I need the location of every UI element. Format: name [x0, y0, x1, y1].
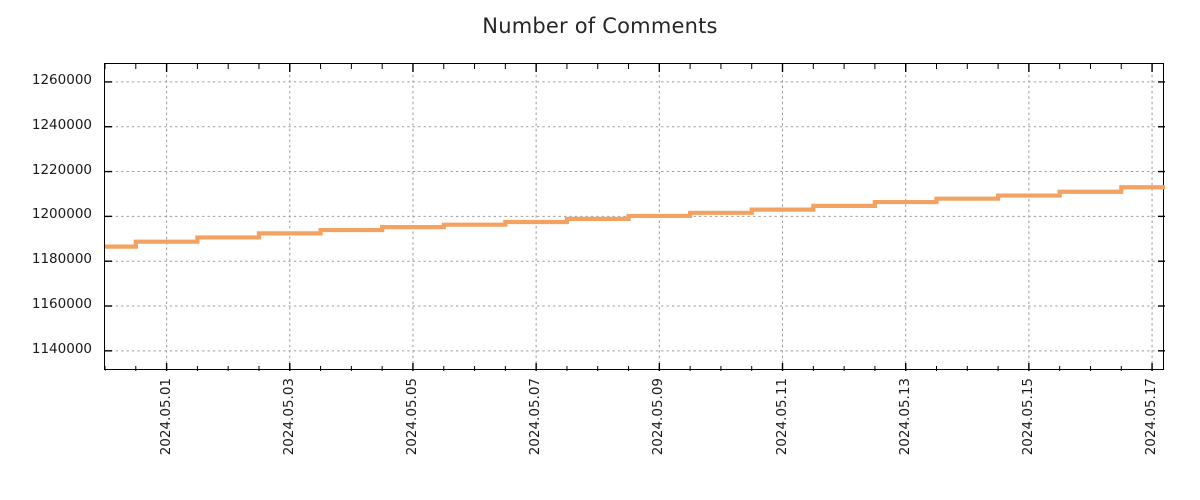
x-axis-tick-label: 2024.05.01 [157, 378, 174, 456]
x-axis-tick-label: 2024.05.07 [527, 378, 544, 456]
x-axis-tick-label: 2024.05.17 [1143, 378, 1160, 456]
x-gridlines [166, 64, 1153, 371]
x-axis-tick-label: 2024.05.15 [1019, 378, 1036, 456]
y-axis-tick-label: 1200000 [31, 206, 92, 223]
x-axis-tick-label: 2024.05.09 [650, 378, 667, 456]
x-axis-tick-label: 2024.05.13 [896, 378, 913, 456]
y-axis-tick-label: 1140000 [31, 340, 92, 357]
axis-tick-marks [105, 64, 1165, 371]
data-series [105, 185, 1165, 249]
chart-title: Number of Comments [482, 14, 718, 38]
y-axis-tick-label: 1220000 [31, 161, 92, 178]
x-axis-tick-label: 2024.05.11 [773, 378, 790, 456]
series-line [105, 185, 1165, 249]
x-axis-tick-label: 2024.05.05 [403, 378, 420, 456]
y-axis-tick-label: 1240000 [31, 116, 92, 133]
x-axis-tick-label: 2024.05.03 [280, 378, 297, 456]
y-axis-tick-label: 1180000 [31, 251, 92, 268]
plot-canvas [105, 64, 1165, 371]
plot-area [104, 63, 1165, 371]
y-axis-tick-label: 1160000 [31, 296, 92, 312]
y-axis-tick-label: 1260000 [31, 71, 92, 88]
